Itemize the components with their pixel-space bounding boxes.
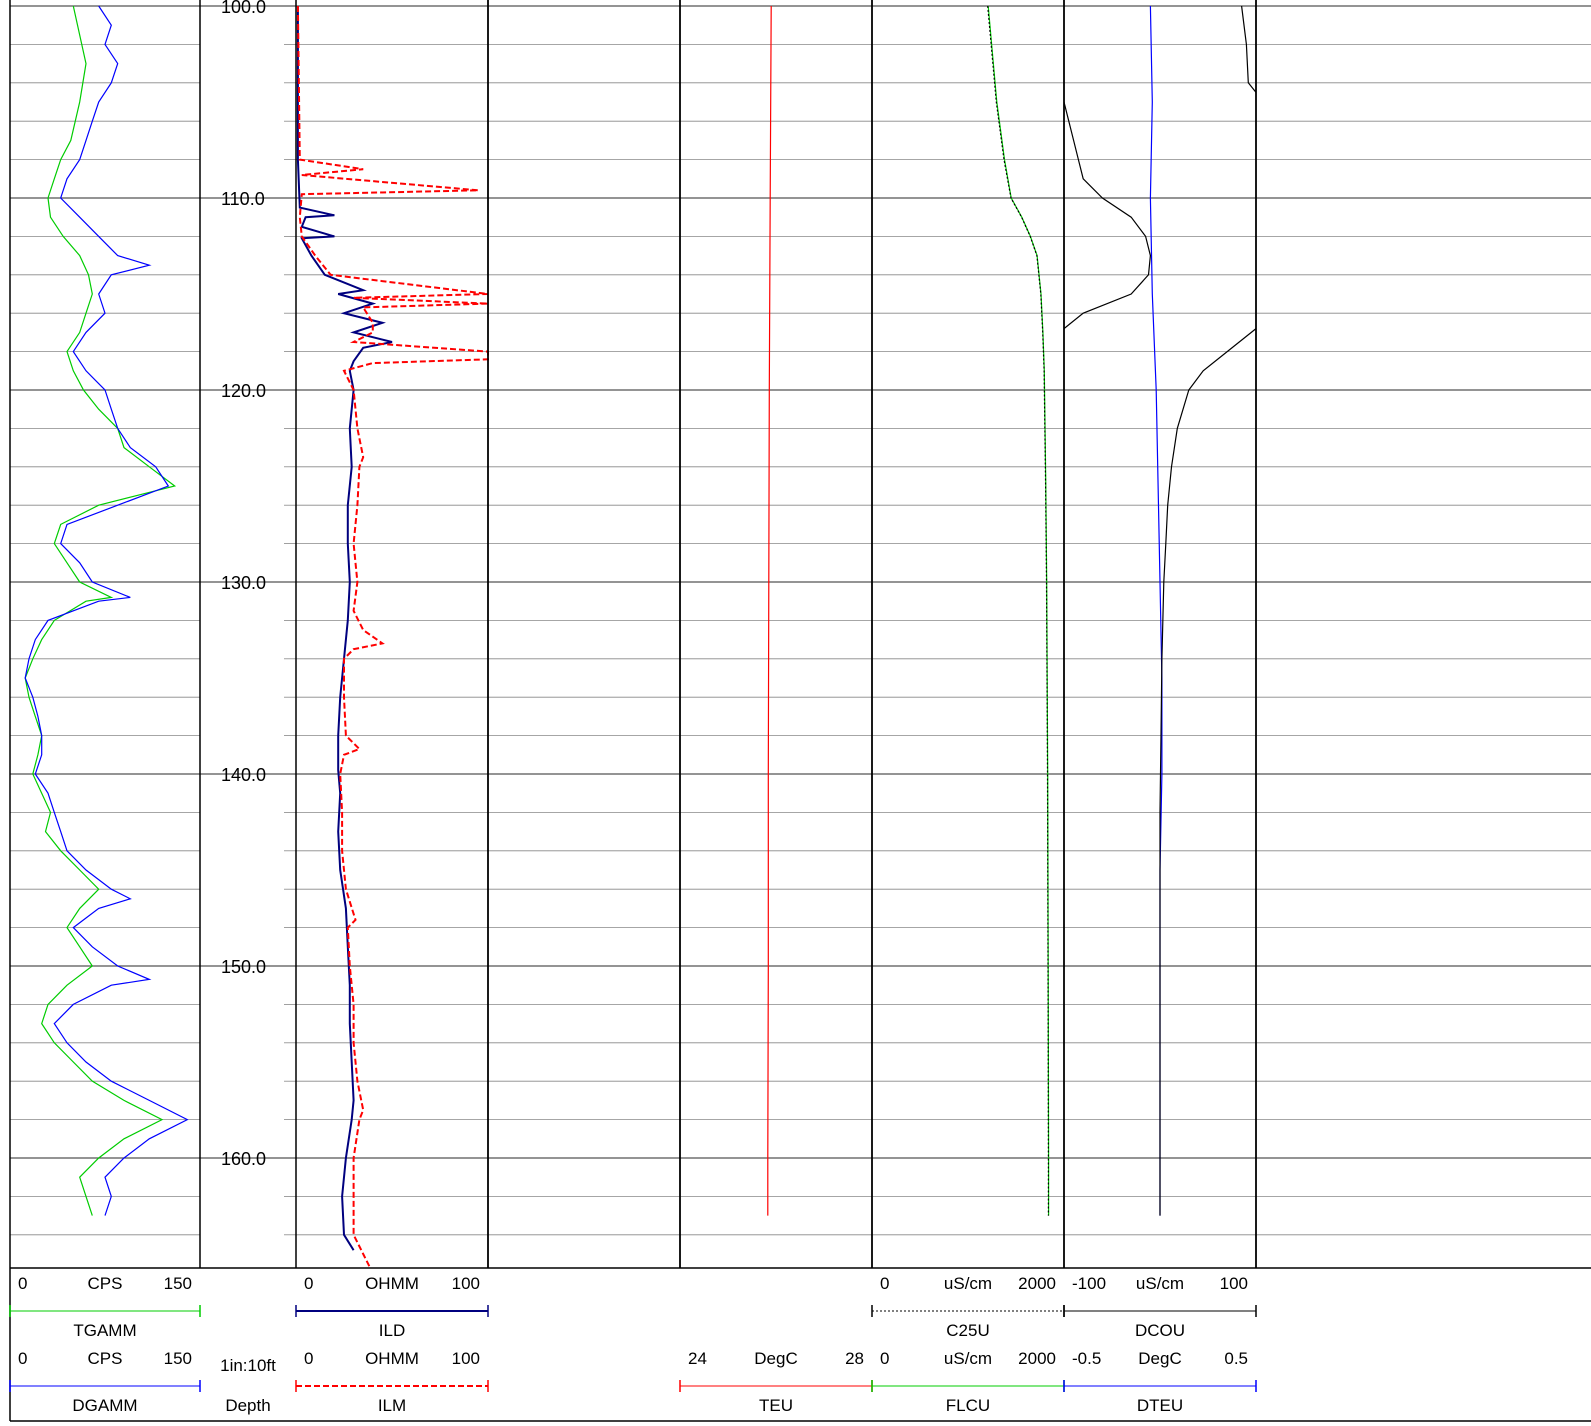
- scale-min-label: 0: [304, 1274, 313, 1293]
- scale-max-label: 150: [164, 1274, 192, 1293]
- scale-min-label: 0: [304, 1349, 313, 1368]
- scale-min-label: -100: [1072, 1274, 1106, 1293]
- depth-tick-label: 110.0: [221, 189, 265, 209]
- curve-ilm: [296, 5, 489, 1274]
- curve-dgamm: [24, 5, 189, 1216]
- scale-max-label: 100: [452, 1274, 480, 1293]
- header-background: [10, 1268, 1591, 1421]
- unit-label: uS/cm: [944, 1349, 992, 1368]
- header-panel: 0 CPS 150 TGAMM 0 OHMM 100 ILD 0 uS/cm 2000 C25U -10…: [9, 1267, 1591, 1422]
- unit-label: OHMM: [365, 1274, 419, 1293]
- scale-min-label: 0: [880, 1274, 889, 1293]
- depth-name-label: Depth: [225, 1396, 270, 1415]
- unit-label: CPS: [88, 1349, 123, 1368]
- unit-label: CPS: [88, 1274, 123, 1293]
- unit-label: uS/cm: [1136, 1274, 1184, 1293]
- scale-max-label: 28: [845, 1349, 864, 1368]
- curve-ild: [296, 6, 393, 1251]
- curve-name-label: ILM: [378, 1396, 406, 1415]
- depth-axis: 100.0 110.0 120.0 130.0 140.0 150.0 160.0: [221, 0, 266, 1169]
- curve-name-label: DCOU: [1135, 1321, 1185, 1340]
- scale-max-label: 0.5: [1224, 1349, 1248, 1368]
- scale-max-label: 2000: [1018, 1349, 1056, 1368]
- scale-min-label: 0: [18, 1274, 27, 1293]
- depth-tick-label: 150.0: [221, 957, 266, 977]
- curve-dcou: [1241, 5, 1257, 93]
- depth-scale-label: 1in:10ft: [220, 1356, 276, 1375]
- scale-min-label: -0.5: [1072, 1349, 1101, 1368]
- scale-max-label: 2000: [1018, 1274, 1056, 1293]
- curve-c25u: [987, 5, 1049, 1216]
- curve-tgamm: [24, 5, 177, 1216]
- depth-tick-label: 140.0: [221, 765, 266, 785]
- curve-flcu: [987, 5, 1050, 1216]
- scale-max-label: 100: [452, 1349, 480, 1368]
- curve-name-label: DTEU: [1137, 1396, 1183, 1415]
- curve-name-label: C25U: [946, 1321, 989, 1340]
- scale-max-label: 100: [1220, 1274, 1248, 1293]
- curve-name-label: ILD: [379, 1321, 405, 1340]
- scale-min-label: 24: [688, 1349, 707, 1368]
- unit-label: OHMM: [365, 1349, 419, 1368]
- depth-tick-label: 160.0: [221, 1149, 266, 1169]
- scale-min-label: 0: [18, 1349, 27, 1368]
- depth-tick-label: 130.0: [221, 573, 266, 593]
- unit-label: DegC: [1138, 1349, 1181, 1368]
- scale-min-label: 0: [880, 1349, 889, 1368]
- curve-dcou-seg3: [1159, 328, 1257, 1216]
- depth-tick-label: 100.0: [221, 0, 266, 17]
- curves: [24, 5, 1257, 1274]
- scale-max-label: 150: [164, 1349, 192, 1368]
- unit-label: DegC: [754, 1349, 797, 1368]
- depth-tick-label: 120.0: [221, 381, 266, 401]
- curve-name-label: TEU: [759, 1396, 793, 1415]
- unit-label: uS/cm: [944, 1274, 992, 1293]
- frame: [9, 0, 1257, 1268]
- curve-name-label: DGAMM: [72, 1396, 137, 1415]
- grid: [10, 5, 1591, 1236]
- curve-name-label: TGAMM: [73, 1321, 136, 1340]
- curve-teu: [767, 5, 772, 1216]
- curve-dcou-seg2: [1063, 101, 1152, 330]
- curve-name-label: FLCU: [946, 1396, 990, 1415]
